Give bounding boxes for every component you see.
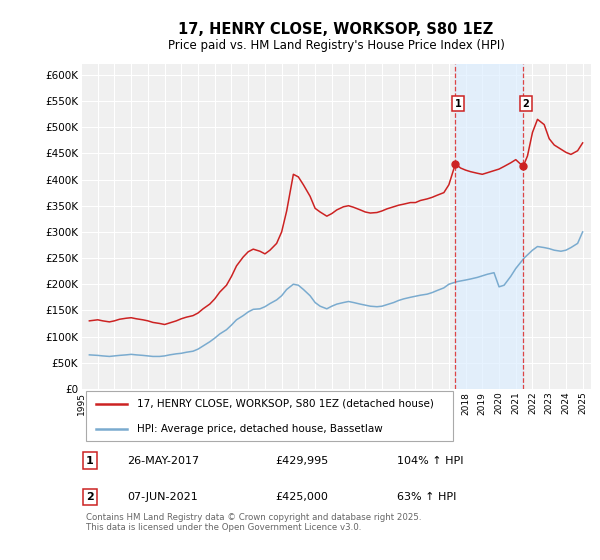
Text: 104% ↑ HPI: 104% ↑ HPI <box>397 456 464 465</box>
Text: 2: 2 <box>522 99 529 109</box>
Text: HPI: Average price, detached house, Bassetlaw: HPI: Average price, detached house, Bass… <box>137 424 383 434</box>
Text: 17, HENRY CLOSE, WORKSOP, S80 1EZ: 17, HENRY CLOSE, WORKSOP, S80 1EZ <box>178 22 494 38</box>
Text: 07-JUN-2021: 07-JUN-2021 <box>127 492 197 502</box>
Text: Contains HM Land Registry data © Crown copyright and database right 2025.
This d: Contains HM Land Registry data © Crown c… <box>86 512 422 532</box>
Text: £429,995: £429,995 <box>275 456 328 465</box>
Text: £425,000: £425,000 <box>275 492 328 502</box>
Text: 2: 2 <box>86 492 94 502</box>
Text: 1: 1 <box>86 456 94 465</box>
Text: 63% ↑ HPI: 63% ↑ HPI <box>397 492 457 502</box>
Text: 1: 1 <box>455 99 461 109</box>
Text: Price paid vs. HM Land Registry's House Price Index (HPI): Price paid vs. HM Land Registry's House … <box>167 39 505 52</box>
Bar <box>455 64 523 389</box>
Text: 26-MAY-2017: 26-MAY-2017 <box>127 456 199 465</box>
FancyBboxPatch shape <box>86 391 454 441</box>
Text: 17, HENRY CLOSE, WORKSOP, S80 1EZ (detached house): 17, HENRY CLOSE, WORKSOP, S80 1EZ (detac… <box>137 399 434 409</box>
